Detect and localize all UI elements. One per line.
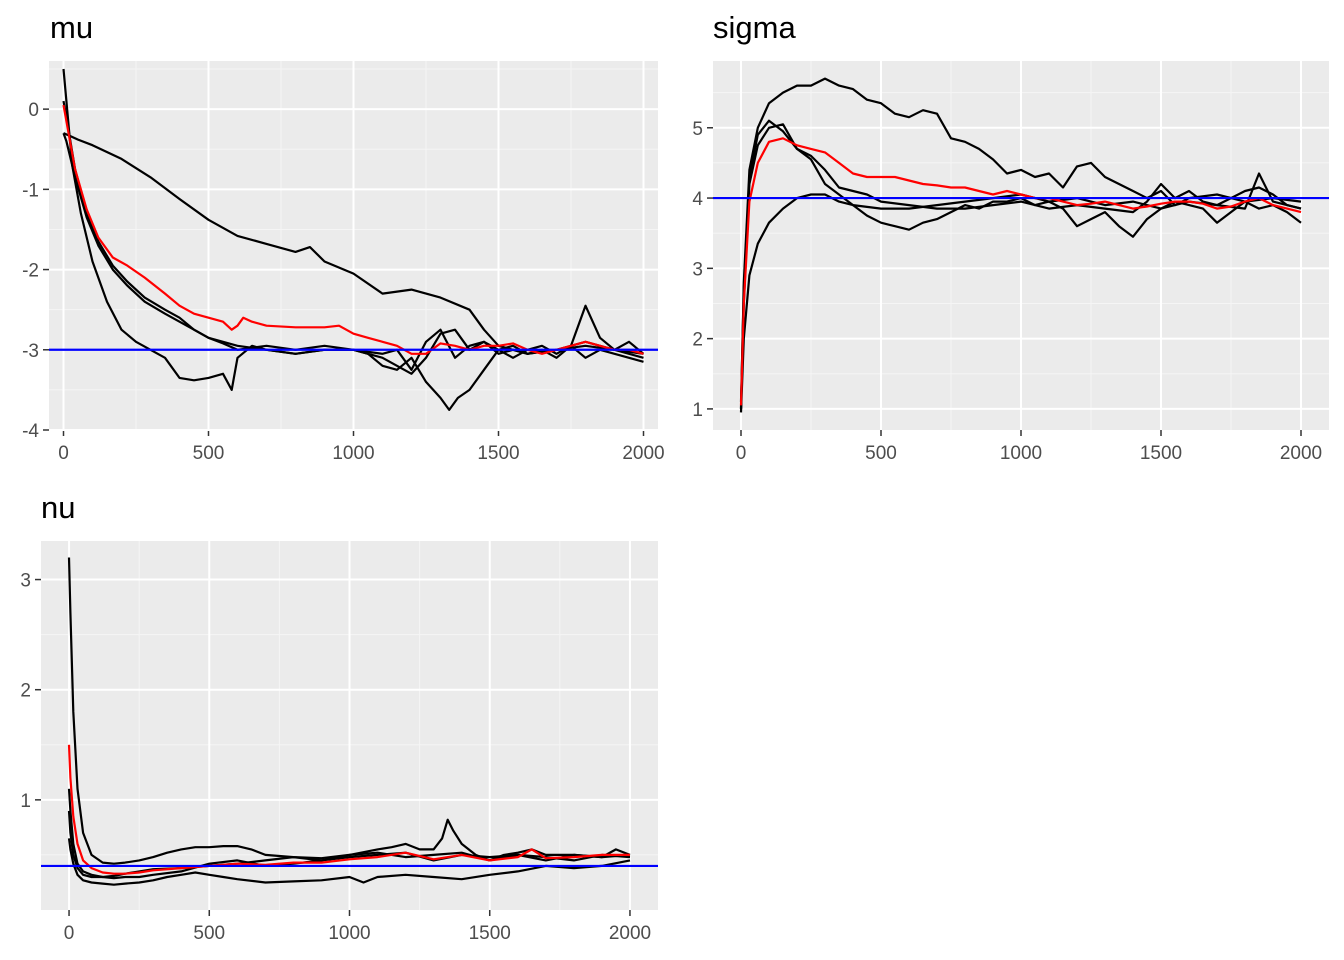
- x-tick-label: 1500: [469, 923, 511, 944]
- y-tick-label: 1: [20, 791, 31, 812]
- x-tick-label: 0: [736, 443, 747, 464]
- y-tick-label: 0: [28, 100, 39, 121]
- x-tick-label: 2000: [622, 443, 664, 464]
- x-tick-label: 1000: [332, 443, 374, 464]
- panel-title-nu: nu: [41, 490, 76, 525]
- chain-line-1: [67, 557, 631, 865]
- x-tick-label: 1000: [1000, 443, 1042, 464]
- y-tick-label: 3: [20, 571, 31, 592]
- series-group: [739, 77, 1302, 413]
- chain-line-3: [739, 119, 1302, 402]
- x-tick-label: 0: [58, 443, 69, 464]
- y-tick-label: -1: [22, 180, 39, 201]
- panel-title-mu: mu: [50, 10, 94, 45]
- chain-line-2: [67, 838, 631, 886]
- x-tick-label: 1500: [1140, 443, 1182, 464]
- panel-title-sigma: sigma: [713, 10, 796, 45]
- y-tick-label: 3: [692, 259, 703, 280]
- chain-line-2: [63, 132, 645, 359]
- chain-line-2: [739, 123, 1302, 409]
- mean-line: [62, 104, 644, 355]
- panel-nu: 0 500 1000 1500 2000 1 2 3: [20, 541, 658, 944]
- y-tick-label: 2: [20, 681, 31, 702]
- y-tick-label: 4: [692, 189, 703, 210]
- x-tick-label: 500: [193, 443, 225, 464]
- mean-line: [739, 137, 1302, 406]
- x-tick-label: 2000: [609, 923, 651, 944]
- panel-sigma: 0 500 1000 1500 2000 1 2 3 4 5: [692, 61, 1329, 464]
- x-tick-label: 2000: [1280, 443, 1322, 464]
- panel-mu: 0 500 1000 1500 2000 -4 -3 -2 -1 0: [22, 61, 665, 464]
- y-tick-label: 5: [692, 119, 703, 140]
- x-tick-label: 1000: [328, 923, 370, 944]
- x-tick-label: 1500: [477, 443, 519, 464]
- y-tick-label: 2: [692, 330, 703, 351]
- y-tick-label: -2: [22, 261, 39, 282]
- x-tick-label: 500: [865, 443, 897, 464]
- x-tick-label: 0: [64, 923, 75, 944]
- y-tick-label: -3: [22, 341, 39, 362]
- x-tick-label: 500: [193, 923, 225, 944]
- chain-line-1: [739, 77, 1302, 409]
- y-tick-label: -4: [22, 421, 39, 442]
- y-tick-label: 1: [692, 400, 703, 421]
